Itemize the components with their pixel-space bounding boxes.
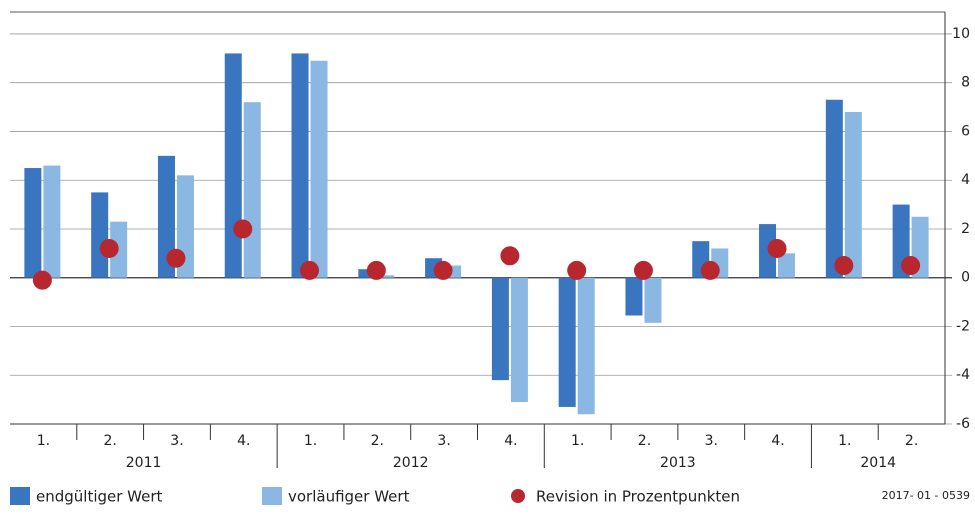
group-label: 2014 xyxy=(860,455,896,471)
x-tick-label: 4. xyxy=(504,433,517,449)
x-tick-label: 3. xyxy=(170,433,183,449)
dot xyxy=(500,246,520,266)
x-tick-label: 2. xyxy=(371,433,384,449)
legend-swatch xyxy=(10,487,30,505)
x-tick-label: 1. xyxy=(37,433,50,449)
y-tick-label: 2 xyxy=(961,221,970,237)
y-tick-label: 8 xyxy=(961,75,970,91)
legend-label: Revision in Prozentpunkten xyxy=(536,488,740,506)
y-tick-label: -4 xyxy=(956,367,970,383)
bar xyxy=(625,277,643,316)
x-tick-label: 2. xyxy=(905,433,918,449)
bar xyxy=(110,221,128,278)
bar xyxy=(224,53,242,278)
legend-swatch xyxy=(262,487,282,505)
dot xyxy=(834,256,854,276)
bar xyxy=(310,60,328,278)
x-tick-label: 4. xyxy=(771,433,784,449)
y-tick-label: -2 xyxy=(956,318,970,334)
legend-swatch xyxy=(511,489,525,503)
x-tick-label: 3. xyxy=(705,433,718,449)
dot xyxy=(700,260,720,280)
y-tick-label: -6 xyxy=(956,416,970,432)
bar xyxy=(759,224,777,278)
group-label: 2013 xyxy=(660,455,696,471)
x-tick-label: 4. xyxy=(237,433,250,449)
bar xyxy=(510,277,528,403)
bar xyxy=(377,275,395,278)
bar xyxy=(91,192,109,278)
bar xyxy=(491,277,509,381)
dot xyxy=(32,270,52,290)
dot xyxy=(567,260,587,280)
group-label: 2012 xyxy=(393,455,429,471)
dot xyxy=(233,219,253,239)
bar xyxy=(24,168,42,278)
bar xyxy=(825,99,843,278)
dot xyxy=(300,260,320,280)
bar xyxy=(243,102,261,278)
dot xyxy=(433,260,453,280)
dot xyxy=(99,238,119,258)
bar xyxy=(644,277,662,323)
dot xyxy=(366,260,386,280)
bar xyxy=(778,253,796,278)
note: 2017- 01 - 0539 xyxy=(882,489,970,502)
dot xyxy=(901,256,921,276)
bar xyxy=(157,155,175,278)
x-tick-label: 1. xyxy=(304,433,317,449)
bar xyxy=(577,277,595,415)
x-tick-label: 3. xyxy=(437,433,450,449)
y-tick-label: 6 xyxy=(961,123,970,139)
y-tick-label: 0 xyxy=(961,270,970,286)
x-tick-label: 2. xyxy=(638,433,651,449)
y-tick-label: 10 xyxy=(952,26,970,42)
bar xyxy=(358,269,376,278)
dot xyxy=(767,238,787,258)
x-tick-label: 2. xyxy=(103,433,116,449)
bar xyxy=(558,277,576,407)
bar xyxy=(291,53,309,278)
x-tick-label: 1. xyxy=(838,433,851,449)
bar xyxy=(844,111,862,278)
legend-label: vorläufiger Wert xyxy=(288,488,410,506)
x-tick-label: 1. xyxy=(571,433,584,449)
y-tick-label: 4 xyxy=(961,172,970,188)
dot xyxy=(166,248,186,268)
bar xyxy=(43,165,61,278)
dot xyxy=(633,260,653,280)
legend-label: endgültiger Wert xyxy=(36,488,163,506)
group-label: 2011 xyxy=(126,455,162,471)
